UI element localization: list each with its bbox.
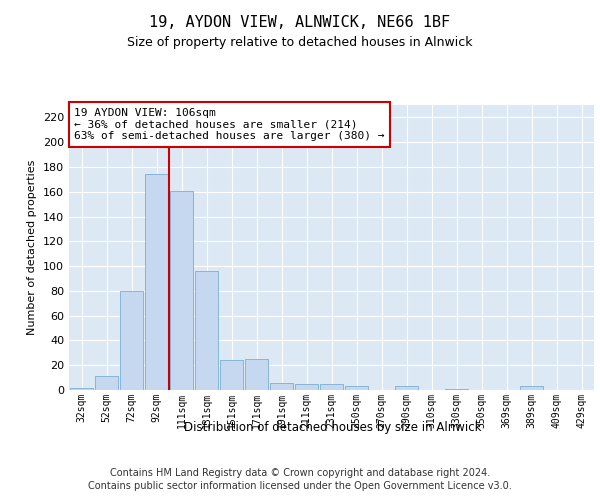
- Bar: [195, 271, 218, 390]
- Bar: [295, 384, 318, 390]
- Text: Contains HM Land Registry data © Crown copyright and database right 2024.: Contains HM Land Registry data © Crown c…: [110, 468, 490, 477]
- Text: 19, AYDON VIEW, ALNWICK, NE66 1BF: 19, AYDON VIEW, ALNWICK, NE66 1BF: [149, 15, 451, 30]
- Bar: [120, 291, 143, 390]
- Bar: [170, 190, 193, 390]
- Y-axis label: Number of detached properties: Number of detached properties: [28, 160, 37, 335]
- Bar: [245, 359, 268, 390]
- Bar: [145, 174, 168, 390]
- Bar: [445, 389, 468, 390]
- Bar: [320, 384, 343, 390]
- Text: Size of property relative to detached houses in Alnwick: Size of property relative to detached ho…: [127, 36, 473, 49]
- Text: Distribution of detached houses by size in Alnwick: Distribution of detached houses by size …: [184, 421, 482, 434]
- Bar: [220, 360, 243, 390]
- Bar: [270, 382, 293, 390]
- Text: 19 AYDON VIEW: 106sqm
← 36% of detached houses are smaller (214)
63% of semi-det: 19 AYDON VIEW: 106sqm ← 36% of detached …: [74, 108, 385, 141]
- Bar: [95, 376, 118, 390]
- Text: Contains public sector information licensed under the Open Government Licence v3: Contains public sector information licen…: [88, 481, 512, 491]
- Bar: [345, 386, 368, 390]
- Bar: [520, 386, 543, 390]
- Bar: [395, 386, 418, 390]
- Bar: [70, 388, 93, 390]
